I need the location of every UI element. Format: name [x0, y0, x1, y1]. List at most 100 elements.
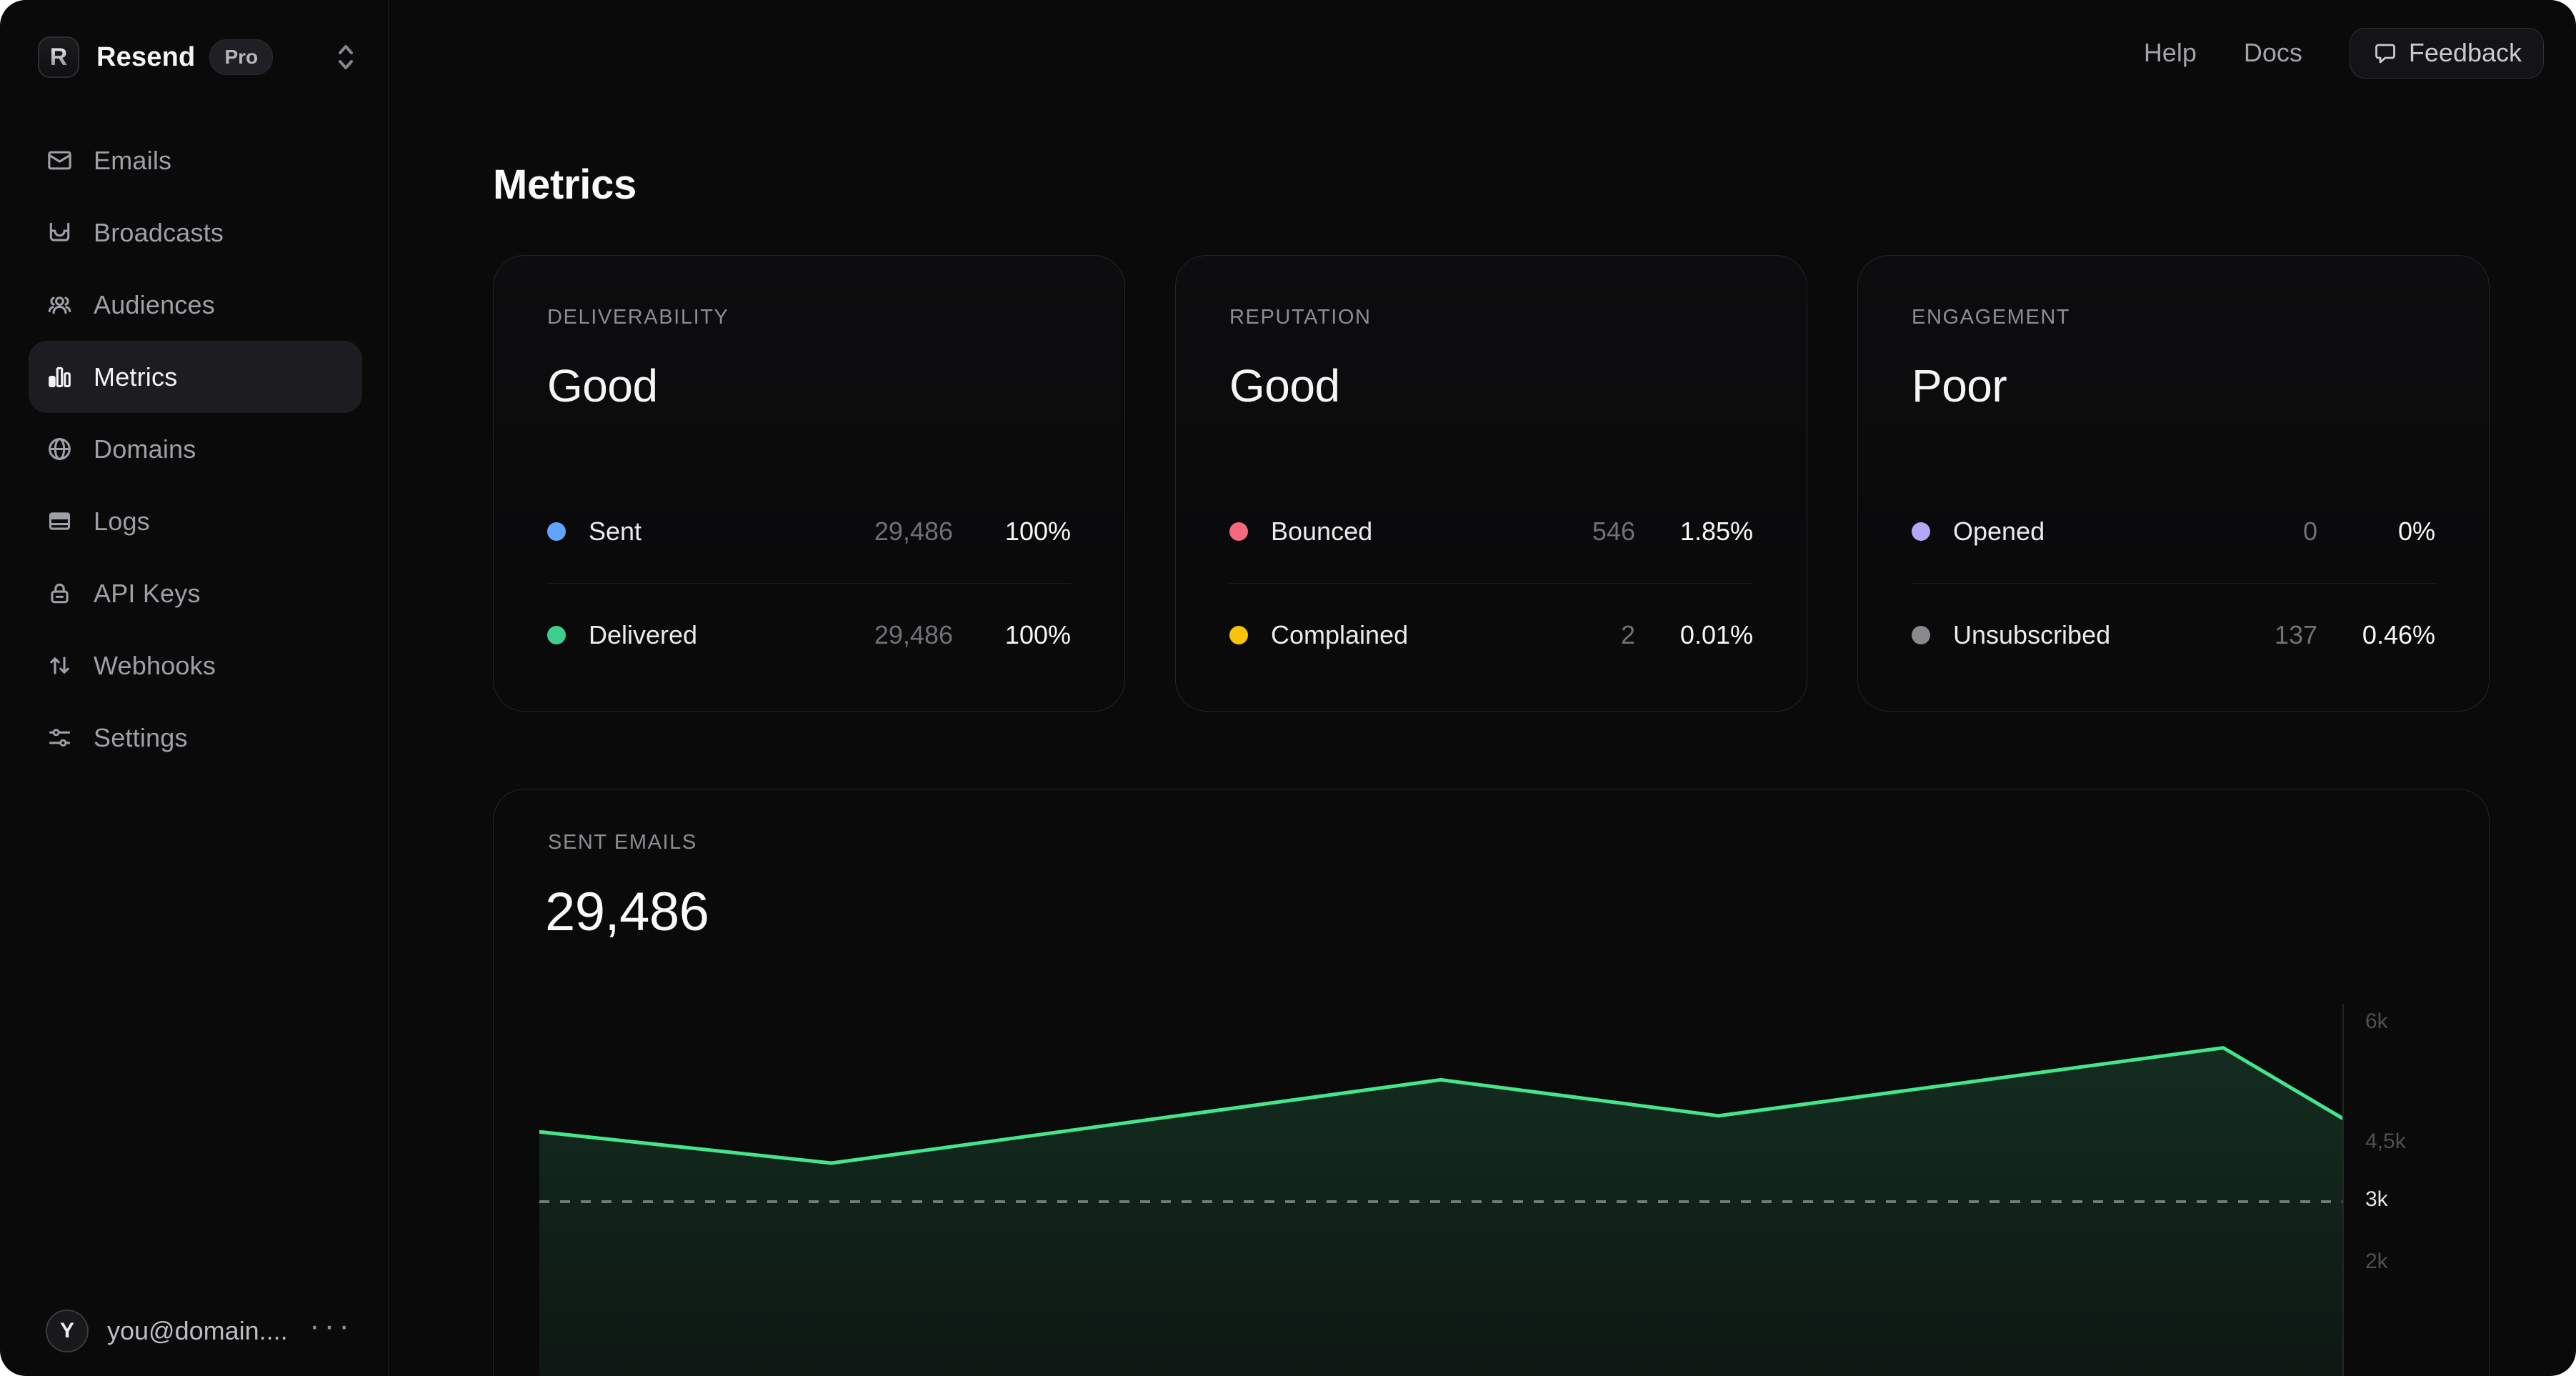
metric-label: Delivered	[589, 620, 698, 649]
sidebar-item-label: Broadcasts	[94, 217, 224, 247]
sidebar-item-label: Domains	[94, 434, 196, 464]
metric-label: Unsubscribed	[1953, 620, 2111, 649]
main-content: Help Docs Feedback Metrics DELIVERABILIT…	[389, 0, 2576, 1376]
sidebar-item-emails[interactable]: Emails	[29, 124, 362, 196]
status-dot	[547, 522, 566, 541]
status-dot	[1912, 626, 1930, 644]
y-tick-2k: 2k	[2365, 1250, 2388, 1273]
card-category: REPUTATION	[1229, 306, 1372, 329]
status-dot	[1229, 626, 1248, 644]
metric-label: Sent	[589, 517, 642, 546]
status-dot	[547, 626, 566, 644]
reputation-card: REPUTATION Good Bounced 546 1.85% Compla…	[1175, 255, 1807, 712]
row-divider	[547, 583, 1071, 584]
y-tick-4-5k: 4,5k	[2365, 1130, 2406, 1153]
chart-line	[539, 1046, 2342, 1165]
metric-percent: 0.01%	[1679, 620, 1753, 649]
metric-percent: 100%	[1004, 517, 1071, 546]
metric-value: 2	[1620, 620, 1635, 649]
card-category: DELIVERABILITY	[547, 306, 729, 329]
metric-value: 0	[2302, 517, 2317, 546]
summary-cards: DELIVERABILITY Good Sent 29,486 100% Del…	[493, 255, 2490, 712]
feedback-button-label: Feedback	[2408, 38, 2522, 67]
sidebar-item-settings[interactable]: Settings	[29, 702, 362, 774]
metric-row-opened: Opened 0 0%	[1912, 480, 2435, 583]
card-status: Good	[547, 360, 658, 412]
metric-label: Complained	[1271, 620, 1409, 649]
card-rows: Opened 0 0% Unsubscribed 137 0.46%	[1912, 480, 2435, 687]
docs-link[interactable]: Docs	[2243, 38, 2302, 67]
sidebar-item-webhooks[interactable]: Webhooks	[29, 629, 362, 702]
row-divider	[1912, 583, 2435, 584]
metric-row-complained: Complained 2 0.01%	[1229, 584, 1753, 687]
sent-emails-card: SENT EMAILS 29,486 6k 4,5k 3k 2k	[493, 789, 2490, 1376]
ellipsis-menu-icon[interactable]: ···	[309, 1308, 354, 1343]
metric-row-delivered: Delivered 29,486 100%	[547, 584, 1071, 687]
page-title: Metrics	[493, 161, 636, 208]
sidebar-item-logs[interactable]: Logs	[29, 485, 362, 557]
avatar-letter: Y	[59, 1319, 74, 1342]
sidebar-item-domains[interactable]: Domains	[29, 413, 362, 485]
sidebar-item-label: Webhooks	[94, 650, 216, 680]
feedback-button[interactable]: Feedback	[2349, 27, 2544, 79]
y-tick-6k: 6k	[2365, 1009, 2388, 1033]
metric-value: 546	[1592, 517, 1635, 546]
metric-percent: 100%	[1004, 620, 1071, 649]
reference-line-3k	[539, 1200, 2342, 1203]
sidebar-item-label: API Keys	[94, 578, 201, 608]
sidebar-item-audiences[interactable]: Audiences	[29, 269, 362, 341]
metric-value: 29,486	[874, 517, 953, 546]
metric-label: Opened	[1953, 517, 2045, 546]
avatar: Y	[46, 1310, 89, 1352]
metric-value: 137	[2274, 620, 2317, 649]
metric-row-unsubscribed: Unsubscribed 137 0.46%	[1912, 584, 2435, 687]
workspace-name: Resend	[96, 41, 196, 72]
sidebar: R Resend Pro Emails	[0, 0, 389, 1376]
inbox-icon	[46, 219, 74, 246]
user-account-menu[interactable]: Y you@domain.... ···	[46, 1309, 354, 1353]
sidebar-item-label: Audiences	[94, 289, 215, 319]
chart-area	[539, 1047, 2342, 1376]
bar-chart-icon	[46, 363, 74, 391]
message-bubble-icon	[2372, 40, 2397, 66]
workspace-switcher[interactable]: R Resend Pro	[38, 36, 358, 79]
sidebar-item-metrics[interactable]: Metrics	[29, 341, 362, 413]
globe-icon	[46, 435, 74, 463]
mail-icon	[46, 146, 74, 174]
top-nav: Help Docs Feedback	[2144, 27, 2544, 79]
sidebar-item-label: Logs	[94, 506, 150, 536]
arrows-up-down-icon	[46, 652, 74, 679]
chevron-up-down-icon[interactable]	[334, 41, 358, 74]
metric-percent: 1.85%	[1679, 517, 1753, 546]
sidebar-item-label: Emails	[94, 145, 172, 175]
sidebar-item-broadcasts[interactable]: Broadcasts	[29, 196, 362, 269]
help-link[interactable]: Help	[2143, 38, 2197, 67]
sidebar-nav: Emails Broadcasts	[29, 124, 362, 774]
sidebar-item-api-keys[interactable]: API Keys	[29, 557, 362, 629]
metric-row-sent: Sent 29,486 100%	[547, 480, 1071, 583]
metric-row-bounced: Bounced 546 1.85%	[1229, 480, 1753, 583]
users-icon	[46, 291, 74, 319]
sent-emails-total: 29,486	[545, 882, 709, 942]
sidebar-item-label: Metrics	[94, 362, 178, 392]
y-tick-3k: 3k	[2365, 1187, 2388, 1211]
y-axis-line	[2342, 1004, 2344, 1376]
sliders-icon	[46, 724, 74, 752]
status-dot	[1912, 522, 1930, 541]
metric-percent: 0.46%	[2362, 620, 2435, 649]
engagement-card: ENGAGEMENT Poor Opened 0 0% Unsubscribed…	[1857, 255, 2490, 712]
plan-badge: Pro	[209, 39, 274, 75]
metric-label: Bounced	[1271, 517, 1373, 546]
metric-percent: 0%	[2397, 517, 2435, 546]
user-email: you@domain....	[107, 1316, 288, 1345]
lock-icon	[46, 579, 74, 607]
card-status: Poor	[1912, 360, 2007, 412]
card-status: Good	[1229, 360, 1340, 412]
row-divider	[1229, 583, 1753, 584]
card-rows: Bounced 546 1.85% Complained 2 0.01%	[1229, 480, 1753, 687]
deliverability-card: DELIVERABILITY Good Sent 29,486 100% Del…	[493, 255, 1125, 712]
resend-logo: R	[38, 36, 79, 78]
chart-card-category: SENT EMAILS	[548, 831, 697, 854]
status-dot	[1229, 522, 1248, 541]
